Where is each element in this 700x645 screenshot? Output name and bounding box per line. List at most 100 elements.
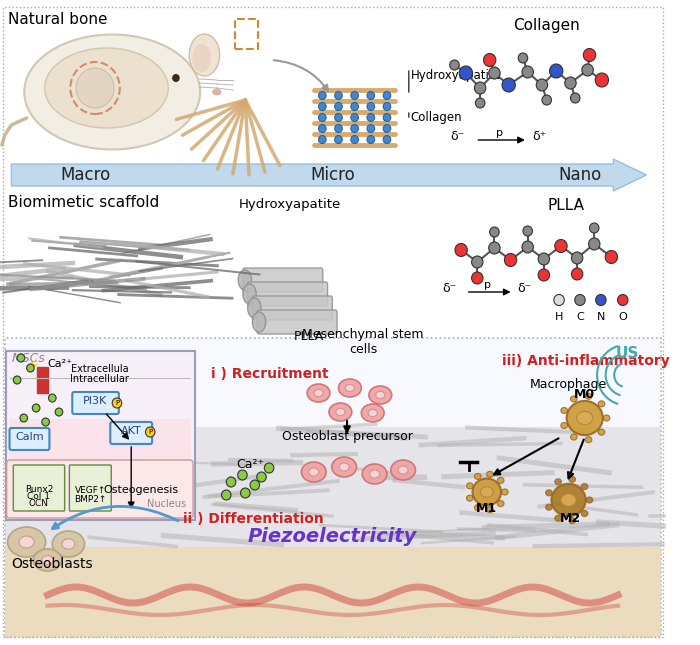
Circle shape — [550, 64, 563, 78]
Circle shape — [455, 244, 468, 257]
Circle shape — [250, 480, 260, 490]
Text: δ⁻: δ⁻ — [517, 282, 531, 295]
Circle shape — [522, 241, 533, 253]
Circle shape — [335, 124, 342, 132]
Circle shape — [241, 488, 250, 498]
Text: Piezoelectricity: Piezoelectricity — [248, 527, 417, 546]
Circle shape — [335, 92, 342, 99]
Ellipse shape — [307, 384, 330, 402]
Circle shape — [27, 364, 34, 372]
Ellipse shape — [561, 493, 576, 506]
FancyBboxPatch shape — [13, 465, 64, 511]
Ellipse shape — [19, 536, 34, 548]
Circle shape — [318, 92, 326, 99]
Ellipse shape — [52, 531, 85, 557]
Text: PLLA: PLLA — [547, 198, 584, 213]
Ellipse shape — [34, 549, 62, 571]
Text: P: P — [115, 400, 119, 406]
Text: Runx2: Runx2 — [25, 485, 53, 494]
Circle shape — [383, 135, 391, 143]
Text: M0: M0 — [574, 388, 595, 401]
Ellipse shape — [336, 408, 345, 415]
Ellipse shape — [475, 473, 481, 479]
Ellipse shape — [497, 501, 504, 506]
Circle shape — [76, 68, 114, 108]
Circle shape — [367, 135, 374, 143]
Circle shape — [489, 242, 500, 254]
FancyBboxPatch shape — [253, 296, 332, 320]
Circle shape — [617, 295, 628, 306]
Text: ii ) Differentiation: ii ) Differentiation — [183, 512, 323, 526]
Circle shape — [502, 78, 515, 92]
Ellipse shape — [497, 477, 504, 484]
Text: Intracellular: Intracellular — [71, 374, 130, 384]
Text: Osteoblast precursor: Osteoblast precursor — [281, 430, 412, 443]
Ellipse shape — [603, 415, 610, 421]
Ellipse shape — [466, 495, 473, 501]
Ellipse shape — [466, 483, 473, 489]
Circle shape — [20, 414, 27, 422]
Text: OCN: OCN — [29, 499, 49, 508]
Ellipse shape — [545, 504, 552, 510]
Circle shape — [55, 408, 63, 416]
Circle shape — [367, 124, 374, 132]
Text: US: US — [616, 346, 640, 361]
Circle shape — [383, 124, 391, 132]
Text: p: p — [484, 280, 491, 290]
Text: iii) Anti-inflammatory: iii) Anti-inflammatory — [502, 354, 670, 368]
Ellipse shape — [598, 429, 605, 435]
Text: ⚡: ⚡ — [27, 358, 39, 376]
Ellipse shape — [62, 539, 75, 549]
Circle shape — [265, 463, 274, 473]
Circle shape — [472, 272, 483, 284]
Ellipse shape — [248, 298, 261, 318]
Ellipse shape — [555, 479, 561, 485]
Circle shape — [571, 268, 583, 280]
FancyBboxPatch shape — [5, 427, 661, 547]
Ellipse shape — [339, 379, 361, 397]
Ellipse shape — [189, 34, 220, 76]
Circle shape — [475, 98, 485, 108]
Ellipse shape — [253, 312, 266, 332]
Ellipse shape — [473, 479, 501, 506]
Text: Calm: Calm — [15, 432, 44, 442]
Circle shape — [489, 67, 500, 79]
Text: Mesenchymal stem
cells: Mesenchymal stem cells — [302, 328, 424, 356]
Text: Hydroxyapatite: Hydroxyapatite — [411, 68, 502, 81]
Ellipse shape — [369, 386, 392, 404]
Circle shape — [112, 398, 122, 408]
Circle shape — [459, 66, 473, 80]
Ellipse shape — [398, 466, 408, 474]
Circle shape — [17, 354, 25, 362]
Text: Osteoblasts: Osteoblasts — [11, 557, 93, 571]
Text: Osteogenesis: Osteogenesis — [103, 485, 178, 495]
Text: C: C — [576, 312, 584, 322]
Ellipse shape — [362, 464, 387, 484]
Text: Macrophage: Macrophage — [530, 378, 607, 391]
Ellipse shape — [238, 270, 251, 290]
Circle shape — [351, 114, 358, 121]
Ellipse shape — [25, 34, 200, 150]
Text: AKT: AKT — [121, 426, 141, 436]
Ellipse shape — [391, 460, 416, 480]
Circle shape — [475, 82, 486, 94]
Circle shape — [472, 256, 483, 268]
Text: MSCs: MSCs — [11, 352, 46, 365]
FancyBboxPatch shape — [69, 465, 111, 511]
Ellipse shape — [581, 484, 588, 490]
FancyBboxPatch shape — [111, 422, 152, 444]
Circle shape — [570, 93, 580, 103]
Circle shape — [226, 477, 236, 487]
Circle shape — [13, 376, 21, 384]
FancyBboxPatch shape — [5, 338, 661, 637]
Ellipse shape — [501, 489, 508, 495]
Ellipse shape — [570, 396, 577, 402]
Ellipse shape — [561, 408, 568, 413]
Ellipse shape — [370, 470, 379, 478]
Circle shape — [555, 239, 567, 252]
Circle shape — [351, 92, 358, 99]
Circle shape — [571, 252, 583, 264]
Ellipse shape — [569, 476, 575, 482]
Circle shape — [257, 472, 266, 482]
Text: Extracellula: Extracellula — [71, 364, 129, 374]
